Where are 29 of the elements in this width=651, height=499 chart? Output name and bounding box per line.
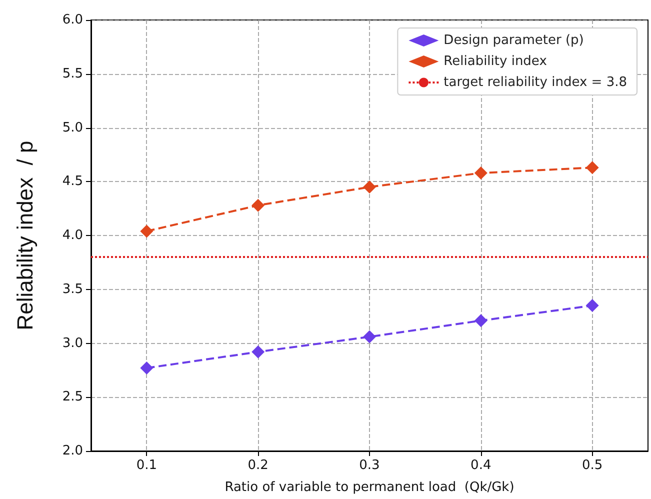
y-tick-label: 2.5 [62,390,83,405]
x-axis-title: Ratio of variable to permanent load (Qk/Gk) [224,480,514,495]
point [474,314,488,328]
x-tick-label: 0.3 [359,458,380,473]
y-tick-label: 5.0 [62,120,83,136]
y-tick-label: 4.5 [62,174,83,190]
y-tick-label: 3.0 [62,336,83,351]
x-tick-label: 0.1 [136,458,158,473]
y-tick-label: 5.5 [62,66,83,82]
point [140,362,154,375]
y-tick-label: 3.5 [62,282,83,297]
y-tick-label: 4.0 [62,228,83,243]
legend-label: Reliability index [444,54,548,69]
point [586,161,599,174]
point [252,345,265,358]
x-tick-label: 0.5 [582,458,603,473]
point [252,198,265,212]
legend-label: target reliability index = 3.8 [444,75,628,90]
legend-label: Design parameter (p) [444,33,584,48]
y-axis-title: Reliability index / p [12,140,38,330]
point [363,180,376,194]
x-tick-label: 0.4 [470,458,492,473]
point [363,330,376,344]
y-tick-label: 2.0 [62,444,83,458]
point [474,166,488,180]
x-tick-label: 0.2 [248,458,268,473]
y-tick-label: 6.0 [62,12,83,28]
point [586,299,599,312]
point [140,224,154,238]
